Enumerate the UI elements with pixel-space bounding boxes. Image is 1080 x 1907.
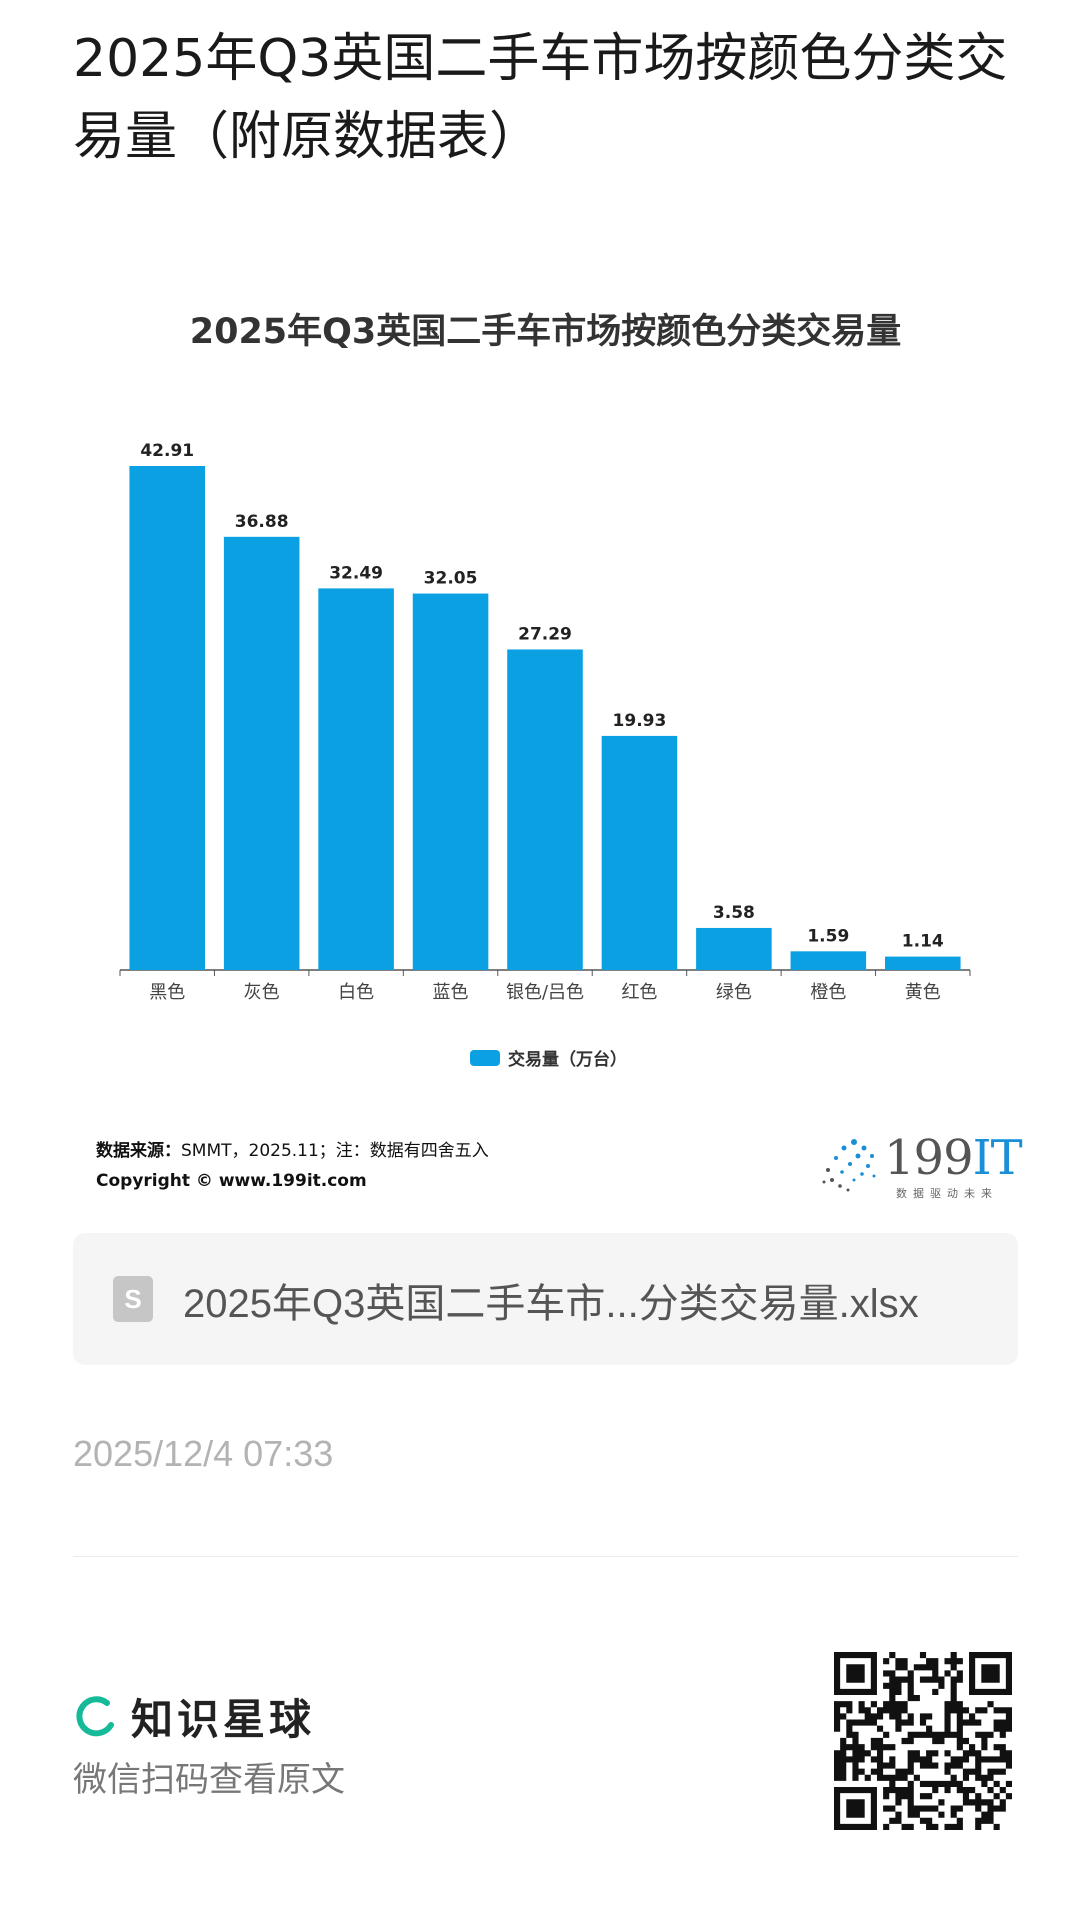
chart-image: 2025年Q3英国二手车市场按颜色分类交易量 42.91 黑色 36.88 灰色 32.… <box>73 270 1023 1210</box>
data-label-8: 1.14 <box>902 932 944 952</box>
bar-7 <box>790 951 867 970</box>
category-label-7: 橙色 <box>810 982 846 1003</box>
data-label-2: 32.49 <box>329 563 383 583</box>
source-label: 数据来源： <box>96 1141 181 1161</box>
bar-8 <box>885 956 961 970</box>
category-label-8: 黄色 <box>905 982 941 1003</box>
data-label-5: 19.93 <box>613 711 667 731</box>
chart-legend: 交易量（万台） <box>470 1045 627 1070</box>
divider <box>73 1556 1018 1557</box>
qr-code[interactable] <box>834 1652 1012 1830</box>
qr-modules <box>834 1652 1012 1830</box>
zsxq-logo-icon <box>76 1695 114 1736</box>
copyright-text: Copyright © www.199it.com <box>96 1171 367 1191</box>
data-label-7: 1.59 <box>807 926 849 946</box>
spreadsheet-file-icon: S <box>113 1276 153 1322</box>
category-label-6: 绿色 <box>716 982 752 1003</box>
logo-number: 199 <box>884 1130 974 1186</box>
logo-slogan: 数据驱动未来 <box>896 1187 998 1200</box>
category-label-3: 蓝色 <box>433 982 469 1003</box>
data-label-1: 36.88 <box>235 512 289 532</box>
bar-6 <box>696 927 772 970</box>
data-label-3: 32.05 <box>424 569 478 589</box>
chart-title: 2025年Q3英国二手车市场按颜色分类交易量 <box>189 312 902 352</box>
category-label-4: 银色/吕色 <box>506 982 584 1003</box>
data-source: 数据来源：SMMT，2025.11；注：数据有四舍五入 Copyright © … <box>96 1136 489 1196</box>
data-label-4: 27.29 <box>518 624 572 644</box>
zsxq-brand: 知识星球 <box>73 1686 315 1747</box>
bar-5 <box>601 735 678 970</box>
bar-0 <box>129 466 205 970</box>
bar-2 <box>318 588 394 970</box>
bar-1 <box>223 536 300 970</box>
attachment-file-card[interactable]: S 2025年Q3英国二手车市...分类交易量.xlsx <box>73 1233 1018 1365</box>
category-label-5: 红色 <box>621 982 657 1003</box>
category-label-2: 白色 <box>338 982 374 1003</box>
dots-logo-icon <box>822 1139 876 1192</box>
category-label-0: 黑色 <box>149 982 185 1003</box>
logo-199it: 199IT 数据驱动未来 <box>814 1130 1023 1200</box>
data-label-6: 3.58 <box>713 903 755 923</box>
bar-chart: 42.91 黑色 36.88 灰色 32.49 白色 32.05 蓝色 27.29 银色/吕色 19… <box>119 441 971 1003</box>
post-timestamp: 2025/12/4 07:33 <box>73 1433 334 1474</box>
source-text: SMMT，2025.11；注：数据有四舍五入 <box>181 1141 489 1161</box>
page-title: 2025年Q3英国二手车市场按颜色分类交易量（附原数据表） <box>73 29 1008 167</box>
bar-3 <box>412 593 489 970</box>
logo-text: 199IT <box>884 1130 1023 1186</box>
legend-label: 交易量（万台） <box>508 1050 627 1070</box>
data-label-0: 42.91 <box>140 441 194 461</box>
attachment-file-name: 2025年Q3英国二手车市...分类交易量.xlsx <box>183 1282 919 1326</box>
brand-name: 知识星球 <box>131 1695 316 1744</box>
logo-it: IT <box>972 1130 1023 1186</box>
legend-swatch <box>470 1049 500 1066</box>
bar-4 <box>507 649 583 970</box>
scan-instruction: 微信扫码查看原文 <box>73 1760 345 1800</box>
category-label-1: 灰色 <box>244 982 280 1003</box>
